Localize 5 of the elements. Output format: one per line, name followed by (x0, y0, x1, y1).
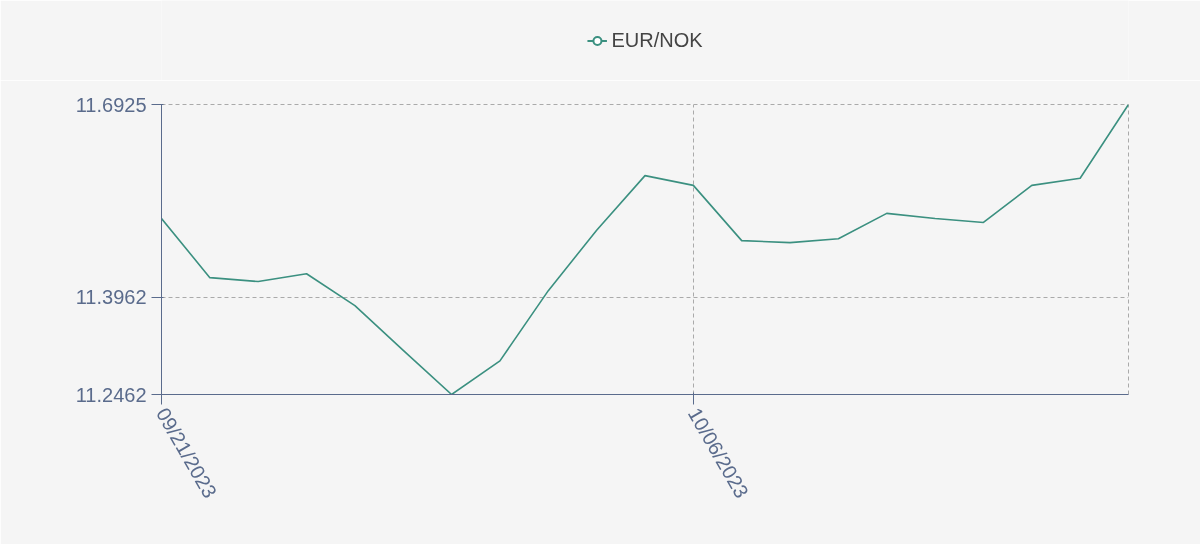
y-tick-label: 11.3962 (75, 286, 147, 309)
line-series (161, 104, 1129, 395)
y-tick-label: 11.6925 (75, 93, 147, 116)
legend-label: EUR/NOK (611, 28, 703, 52)
y-tick-label: 11.2462 (75, 383, 147, 406)
